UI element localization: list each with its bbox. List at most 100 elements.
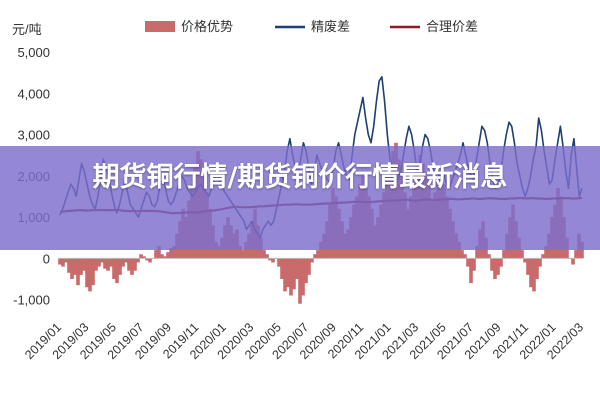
area-bar	[523, 258, 527, 263]
area-bar	[295, 258, 299, 279]
area-bar	[97, 258, 101, 267]
area-bar	[160, 254, 164, 259]
area-bar	[277, 258, 281, 267]
area-bar	[283, 258, 287, 292]
y-tick-label: 3,000	[17, 128, 50, 143]
area-bar	[139, 254, 143, 259]
area-bar	[298, 258, 302, 304]
area-bar	[127, 258, 131, 271]
area-bar	[580, 241, 584, 259]
area-bar	[313, 254, 317, 259]
area-bar	[106, 258, 110, 271]
area-bar	[310, 258, 314, 263]
legend-label-price-advantage: 价格优势	[181, 19, 233, 34]
area-bar	[58, 258, 62, 265]
area-bar	[133, 258, 137, 271]
area-bar	[61, 258, 65, 267]
overlay-title: 期货铜行情/期货铜价行情最新消息	[92, 162, 508, 193]
area-bar	[316, 250, 320, 259]
area-bar	[91, 258, 95, 286]
area-bar	[280, 258, 284, 279]
area-bar	[571, 258, 575, 265]
area-bar	[85, 258, 89, 288]
area-bar	[115, 258, 119, 284]
area-bar	[292, 258, 296, 290]
area-bar	[475, 245, 479, 259]
x-axis: 2019/012019/032019/052019/072019/092019/…	[22, 320, 586, 362]
area-bar	[244, 241, 248, 259]
area-bar	[163, 256, 167, 259]
area-bar	[112, 258, 116, 279]
area-bar	[487, 254, 491, 259]
legend-swatch-price-advantage	[145, 21, 175, 32]
area-bar	[268, 258, 272, 261]
area-bar	[118, 258, 122, 275]
area-bar	[136, 258, 140, 263]
area-bar	[538, 258, 542, 267]
area-bar	[532, 258, 536, 292]
area-bar	[157, 245, 161, 259]
area-bar	[535, 258, 539, 279]
area-bar	[94, 258, 98, 271]
chart-legend: 价格优势 精废差 合理价差	[145, 19, 478, 34]
area-bar	[472, 258, 476, 271]
area-bar	[544, 245, 548, 259]
area-bar	[457, 241, 461, 259]
area-bar	[241, 250, 245, 259]
area-bar	[121, 258, 125, 267]
legend-label-refined-scrap-spread: 精废差	[311, 19, 350, 34]
area-bar	[463, 254, 467, 259]
area-bar	[529, 258, 533, 288]
area-bar	[289, 258, 293, 296]
area-bar	[79, 258, 83, 275]
y-tick-label: -1,000	[13, 293, 50, 308]
area-bar	[574, 250, 578, 259]
area-bar	[319, 241, 323, 259]
area-bar	[466, 258, 470, 267]
area-bar	[82, 258, 86, 271]
area-bar	[148, 258, 152, 263]
area-bar	[130, 258, 134, 275]
area-bar	[172, 245, 176, 259]
area-bar	[70, 258, 74, 279]
area-bar	[271, 258, 275, 263]
area-bar	[100, 258, 104, 263]
area-bar	[541, 254, 545, 259]
area-bar	[67, 258, 71, 273]
area-bar	[520, 250, 524, 259]
y-tick-label: 0	[43, 251, 50, 266]
area-bar	[73, 258, 77, 275]
area-bar	[526, 258, 530, 275]
area-bar	[262, 250, 266, 259]
area-bar	[502, 250, 506, 259]
area-bar	[496, 258, 500, 275]
title-banner	[0, 146, 600, 250]
area-bar	[307, 258, 311, 275]
y-axis-unit-label: 元/吨	[12, 22, 42, 37]
area-bar	[124, 258, 128, 263]
area-bar	[64, 258, 68, 263]
area-bar	[214, 241, 218, 259]
area-bar	[76, 258, 80, 286]
area-bar	[145, 258, 149, 261]
area-bar	[286, 258, 290, 288]
area-bar	[142, 256, 146, 259]
area-bar	[166, 252, 170, 259]
area-bar	[490, 258, 494, 271]
area-bar	[304, 258, 308, 284]
area-bar	[109, 258, 113, 267]
area-bar	[265, 254, 269, 259]
y-tick-label: 4,000	[17, 86, 50, 101]
area-bar	[493, 258, 497, 279]
area-bar	[460, 250, 464, 259]
y-tick-label: 5,000	[17, 45, 50, 60]
legend-label-reasonable-spread: 合理价差	[426, 19, 478, 34]
area-bar	[217, 245, 221, 259]
area-bar	[88, 258, 92, 292]
area-bar	[301, 258, 305, 296]
area-bar	[103, 258, 107, 269]
area-bar	[154, 250, 158, 259]
area-bar	[169, 248, 173, 259]
area-bar	[499, 258, 503, 267]
area-bar	[238, 245, 242, 259]
